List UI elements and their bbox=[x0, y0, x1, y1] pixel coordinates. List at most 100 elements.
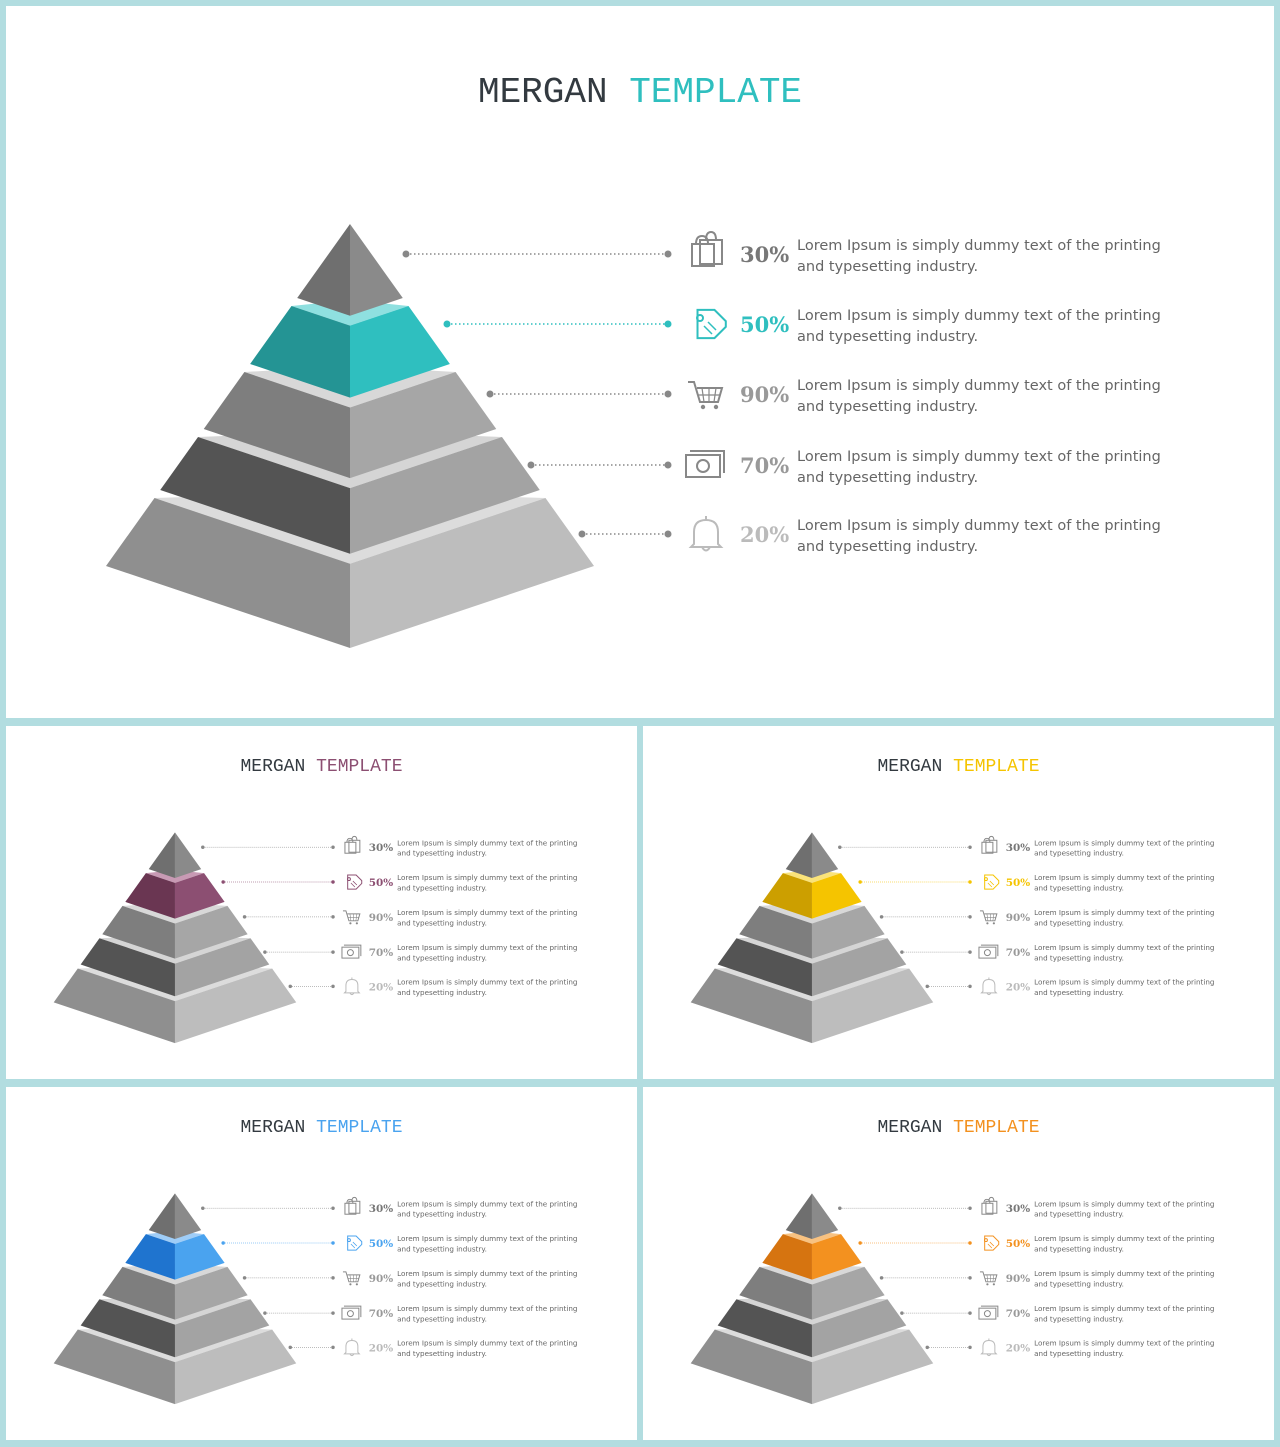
level-description-line1: Lorem Ipsum is simply dummy text of the … bbox=[1034, 943, 1214, 952]
level-description-line1: Lorem Ipsum is simply dummy text of the … bbox=[1034, 1199, 1214, 1208]
slide-title: MERGAN TEMPLATE bbox=[643, 757, 1274, 777]
level-percent: 90% bbox=[369, 1273, 394, 1285]
level-description-line2: and typesetting industry. bbox=[1034, 1279, 1124, 1288]
level-description-line2: and typesetting industry. bbox=[397, 988, 487, 997]
level-description-line2: and typesetting industry. bbox=[1034, 1349, 1124, 1358]
pyramid-group: 30% Lorem Ipsum is simply dummy text of t… bbox=[690, 832, 1214, 1044]
level-percent: 90% bbox=[369, 912, 394, 924]
slide-main: MERGAN TEMPLATE 30% Lorem Ipsum is simply… bbox=[6, 6, 1274, 718]
level-percent: 30% bbox=[740, 242, 789, 267]
level-percent: 90% bbox=[1006, 1273, 1031, 1285]
level-description-line2: and typesetting industry. bbox=[1034, 849, 1124, 858]
level-description-line1: Lorem Ipsum is simply dummy text of the … bbox=[1034, 1338, 1214, 1347]
level-description-line1: Lorem Ipsum is simply dummy text of the … bbox=[797, 378, 1161, 394]
level-row-5: 20% Lorem Ipsum is simply dummy text of t… bbox=[288, 977, 577, 997]
slide-blue: MERGAN TEMPLATE 30% Lorem Ipsum is simply… bbox=[6, 1087, 637, 1440]
level-percent: 20% bbox=[369, 1342, 394, 1354]
connector-line bbox=[288, 1345, 335, 1350]
thumbnail-content: 30% Lorem Ipsum is simply dummy text of t… bbox=[690, 1193, 1214, 1405]
title-right: TEMPLATE bbox=[316, 1118, 403, 1138]
pyramid-tier-1 bbox=[785, 1193, 839, 1239]
shopping-cart-icon bbox=[342, 1271, 361, 1286]
level-description-line2: and typesetting industry. bbox=[1034, 1244, 1124, 1253]
level-description-line2: and typesetting industry. bbox=[397, 883, 487, 892]
level-description-line1: Lorem Ipsum is simply dummy text of the … bbox=[397, 943, 577, 952]
title-right: TEMPLATE bbox=[953, 757, 1040, 777]
level-row-2: 50% Lorem Ipsum is simply dummy text of t… bbox=[858, 873, 1214, 892]
connector-line bbox=[838, 1206, 972, 1210]
bell-icon bbox=[688, 516, 724, 552]
level-percent: 20% bbox=[1006, 1342, 1031, 1354]
level-percent: 20% bbox=[369, 981, 394, 993]
shopping-cart-icon bbox=[979, 910, 998, 925]
connector-line bbox=[221, 1241, 335, 1245]
level-description-line2: and typesetting industry. bbox=[397, 918, 487, 927]
level-description-line2: and typesetting industry. bbox=[397, 954, 487, 963]
level-row-4: 70% Lorem Ipsum is simply dummy text of t… bbox=[527, 449, 1161, 486]
pyramid-group: 30% Lorem Ipsum is simply dummy text of t… bbox=[53, 1193, 577, 1405]
level-description-line1: Lorem Ipsum is simply dummy text of the … bbox=[397, 1199, 577, 1208]
connector-line bbox=[263, 950, 335, 954]
shopping-bags-icon bbox=[981, 1196, 998, 1215]
shopping-bags-icon bbox=[344, 835, 361, 854]
price-tag-icon bbox=[983, 874, 1000, 890]
slide-title: MERGAN TEMPLATE bbox=[643, 1118, 1274, 1138]
banknote-icon bbox=[341, 944, 362, 959]
price-tag-icon bbox=[346, 874, 363, 890]
level-description-line2: and typesetting industry. bbox=[1034, 883, 1124, 892]
level-description-line1: Lorem Ipsum is simply dummy text of the … bbox=[397, 873, 577, 882]
connector-line bbox=[900, 950, 972, 954]
level-row-4: 70% Lorem Ipsum is simply dummy text of t… bbox=[263, 943, 577, 963]
level-description-line2: and typesetting industry. bbox=[1034, 1315, 1124, 1324]
level-description-line2: and typesetting industry. bbox=[397, 1210, 487, 1219]
pyramid-diagram: 30% Lorem Ipsum is simply dummy text of t… bbox=[106, 224, 1161, 648]
level-percent: 70% bbox=[369, 1308, 394, 1320]
connector-line bbox=[900, 1311, 972, 1315]
level-row-5: 20% Lorem Ipsum is simply dummy text of t… bbox=[288, 1338, 577, 1358]
shopping-cart-icon bbox=[688, 381, 724, 410]
level-percent: 30% bbox=[369, 842, 394, 854]
level-row-2: 50% Lorem Ipsum is simply dummy text of t… bbox=[221, 1234, 577, 1253]
bell-icon bbox=[980, 1338, 998, 1357]
pyramid-tier-1 bbox=[297, 224, 403, 316]
level-description-line1: Lorem Ipsum is simply dummy text of the … bbox=[1034, 1304, 1214, 1313]
slide-orange: MERGAN TEMPLATE 30% Lorem Ipsum is simply… bbox=[643, 1087, 1274, 1440]
level-description-line2: and typesetting industry. bbox=[797, 399, 978, 415]
level-description-line1: Lorem Ipsum is simply dummy text of the … bbox=[797, 238, 1161, 254]
connector-line bbox=[858, 880, 972, 884]
level-row-3: 90% Lorem Ipsum is simply dummy text of t… bbox=[879, 1269, 1214, 1288]
level-description-line2: and typesetting industry. bbox=[397, 1244, 487, 1253]
level-description-line1: Lorem Ipsum is simply dummy text of the … bbox=[397, 977, 577, 986]
pyramid-tier-1 bbox=[785, 832, 839, 878]
level-description-line2: and typesetting industry. bbox=[1034, 988, 1124, 997]
connector-line bbox=[221, 880, 335, 884]
connector-line bbox=[578, 530, 672, 538]
level-description-line1: Lorem Ipsum is simply dummy text of the … bbox=[1034, 873, 1214, 882]
shopping-bags-icon bbox=[344, 1196, 361, 1215]
level-percent: 90% bbox=[1006, 912, 1031, 924]
level-description-line1: Lorem Ipsum is simply dummy text of the … bbox=[397, 838, 577, 847]
price-tag-icon bbox=[983, 1235, 1000, 1251]
title-right: TEMPLATE bbox=[629, 72, 803, 113]
connector-line bbox=[242, 1276, 335, 1280]
level-row-2: 50% Lorem Ipsum is simply dummy text of t… bbox=[858, 1234, 1214, 1253]
level-description-line1: Lorem Ipsum is simply dummy text of the … bbox=[797, 518, 1161, 534]
level-percent: 70% bbox=[1006, 947, 1031, 959]
level-percent: 50% bbox=[369, 877, 394, 889]
title-left: MERGAN bbox=[240, 757, 306, 777]
level-percent: 30% bbox=[369, 1203, 394, 1215]
bell-icon bbox=[343, 977, 361, 996]
thumbnail-content: 30% Lorem Ipsum is simply dummy text of t… bbox=[53, 1193, 577, 1405]
level-percent: 20% bbox=[740, 522, 789, 547]
level-description-line1: Lorem Ipsum is simply dummy text of the … bbox=[397, 1304, 577, 1313]
price-tag-icon bbox=[346, 1235, 363, 1251]
level-percent: 70% bbox=[740, 453, 789, 478]
level-description-line2: and typesetting industry. bbox=[397, 849, 487, 858]
banknote-icon bbox=[978, 1305, 999, 1320]
level-percent: 50% bbox=[369, 1238, 394, 1250]
level-row-1: 30% Lorem Ipsum is simply dummy text of t… bbox=[838, 1196, 1214, 1219]
level-description-line1: Lorem Ipsum is simply dummy text of the … bbox=[1034, 838, 1214, 847]
level-percent: 50% bbox=[1006, 877, 1031, 889]
level-row-1: 30% Lorem Ipsum is simply dummy text of t… bbox=[201, 835, 577, 858]
level-row-3: 90% Lorem Ipsum is simply dummy text of t… bbox=[242, 1269, 577, 1288]
